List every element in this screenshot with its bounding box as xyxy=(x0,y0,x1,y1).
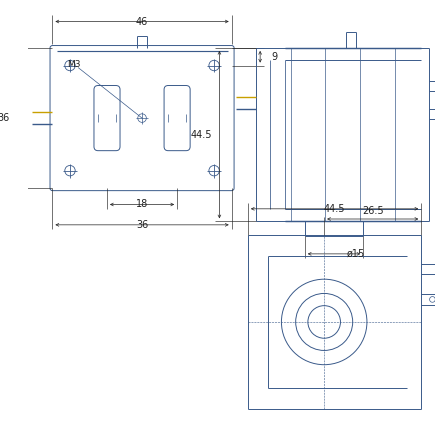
Text: M3: M3 xyxy=(67,60,80,69)
Text: 44.5: 44.5 xyxy=(324,204,345,214)
Text: 26.5: 26.5 xyxy=(362,206,384,216)
Text: 46: 46 xyxy=(136,17,148,27)
Text: ø15: ø15 xyxy=(346,249,364,259)
Text: 36: 36 xyxy=(136,220,148,230)
Text: 9: 9 xyxy=(271,52,277,62)
Text: 44.5: 44.5 xyxy=(191,130,212,140)
Text: 36: 36 xyxy=(0,113,10,123)
Text: 18: 18 xyxy=(136,199,148,209)
